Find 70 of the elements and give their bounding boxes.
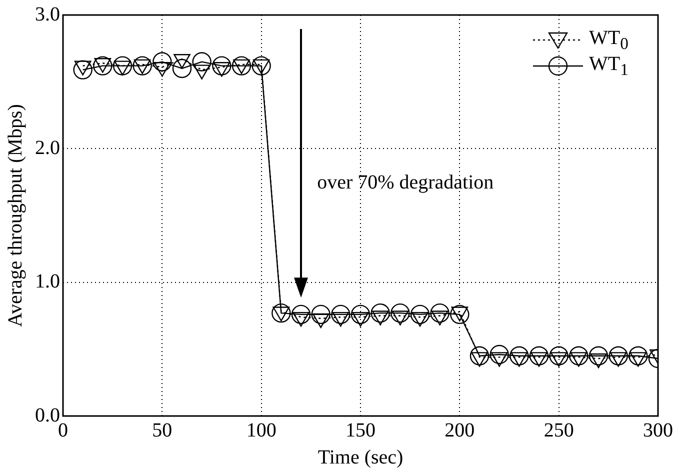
point — [232, 56, 252, 76]
point — [252, 59, 270, 74]
point — [529, 346, 549, 366]
point — [332, 312, 350, 327]
point — [272, 306, 290, 322]
x-tick-label: 50 — [152, 419, 172, 442]
point — [312, 313, 330, 328]
point — [550, 352, 568, 367]
point — [549, 346, 568, 366]
point — [471, 352, 488, 367]
point — [608, 346, 628, 366]
point — [590, 353, 607, 368]
y-tick-label: 0.0 — [35, 404, 60, 426]
point — [192, 52, 212, 72]
point — [291, 304, 311, 324]
point — [412, 312, 428, 327]
point — [152, 52, 172, 72]
point — [73, 60, 92, 80]
point — [193, 64, 210, 80]
x-tick-label: 250 — [544, 419, 574, 442]
point — [430, 303, 450, 323]
point — [451, 306, 468, 322]
point — [233, 59, 250, 74]
y-axis-title: Average throughput (Mbps) — [4, 104, 26, 327]
point — [272, 303, 291, 323]
point — [212, 56, 232, 76]
point — [392, 310, 409, 326]
point — [252, 56, 271, 76]
point — [292, 312, 310, 327]
x-tick-label: 300 — [643, 419, 673, 442]
point — [350, 304, 370, 324]
legend-label: WT$_{1}$ — [589, 52, 628, 80]
x-tick-label: 150 — [346, 419, 376, 442]
point — [530, 352, 548, 367]
y-tick-label: 1.0 — [35, 270, 60, 293]
point — [352, 312, 369, 327]
point — [490, 352, 508, 367]
point — [370, 303, 390, 323]
legend-label: WT$_{0}$ — [589, 26, 628, 54]
point — [628, 346, 648, 366]
point — [74, 60, 92, 76]
point — [569, 346, 588, 366]
point — [372, 310, 389, 326]
annotation: over 70% degradation — [317, 172, 494, 194]
point — [450, 304, 470, 324]
point — [588, 346, 608, 366]
point — [431, 310, 448, 326]
point — [490, 344, 509, 364]
point — [630, 352, 647, 367]
point — [470, 346, 490, 366]
point — [610, 352, 627, 367]
point — [132, 56, 152, 76]
point — [410, 304, 430, 324]
x-tick-label: 200 — [444, 419, 475, 442]
point — [570, 352, 588, 367]
x-tick-label: 100 — [246, 419, 276, 442]
point — [213, 62, 230, 77]
point — [174, 54, 190, 69]
point — [510, 352, 528, 367]
x-tick-label: 0 — [58, 419, 68, 442]
point — [331, 304, 350, 324]
point — [510, 346, 529, 366]
point — [154, 62, 171, 77]
x-axis-title: Time (sec) — [318, 446, 404, 468]
point — [390, 303, 410, 323]
point — [172, 58, 192, 78]
point — [311, 304, 330, 324]
point — [134, 59, 151, 74]
y-tick-label: 3.0 — [35, 3, 60, 26]
y-tick-label: 2.0 — [35, 136, 60, 159]
